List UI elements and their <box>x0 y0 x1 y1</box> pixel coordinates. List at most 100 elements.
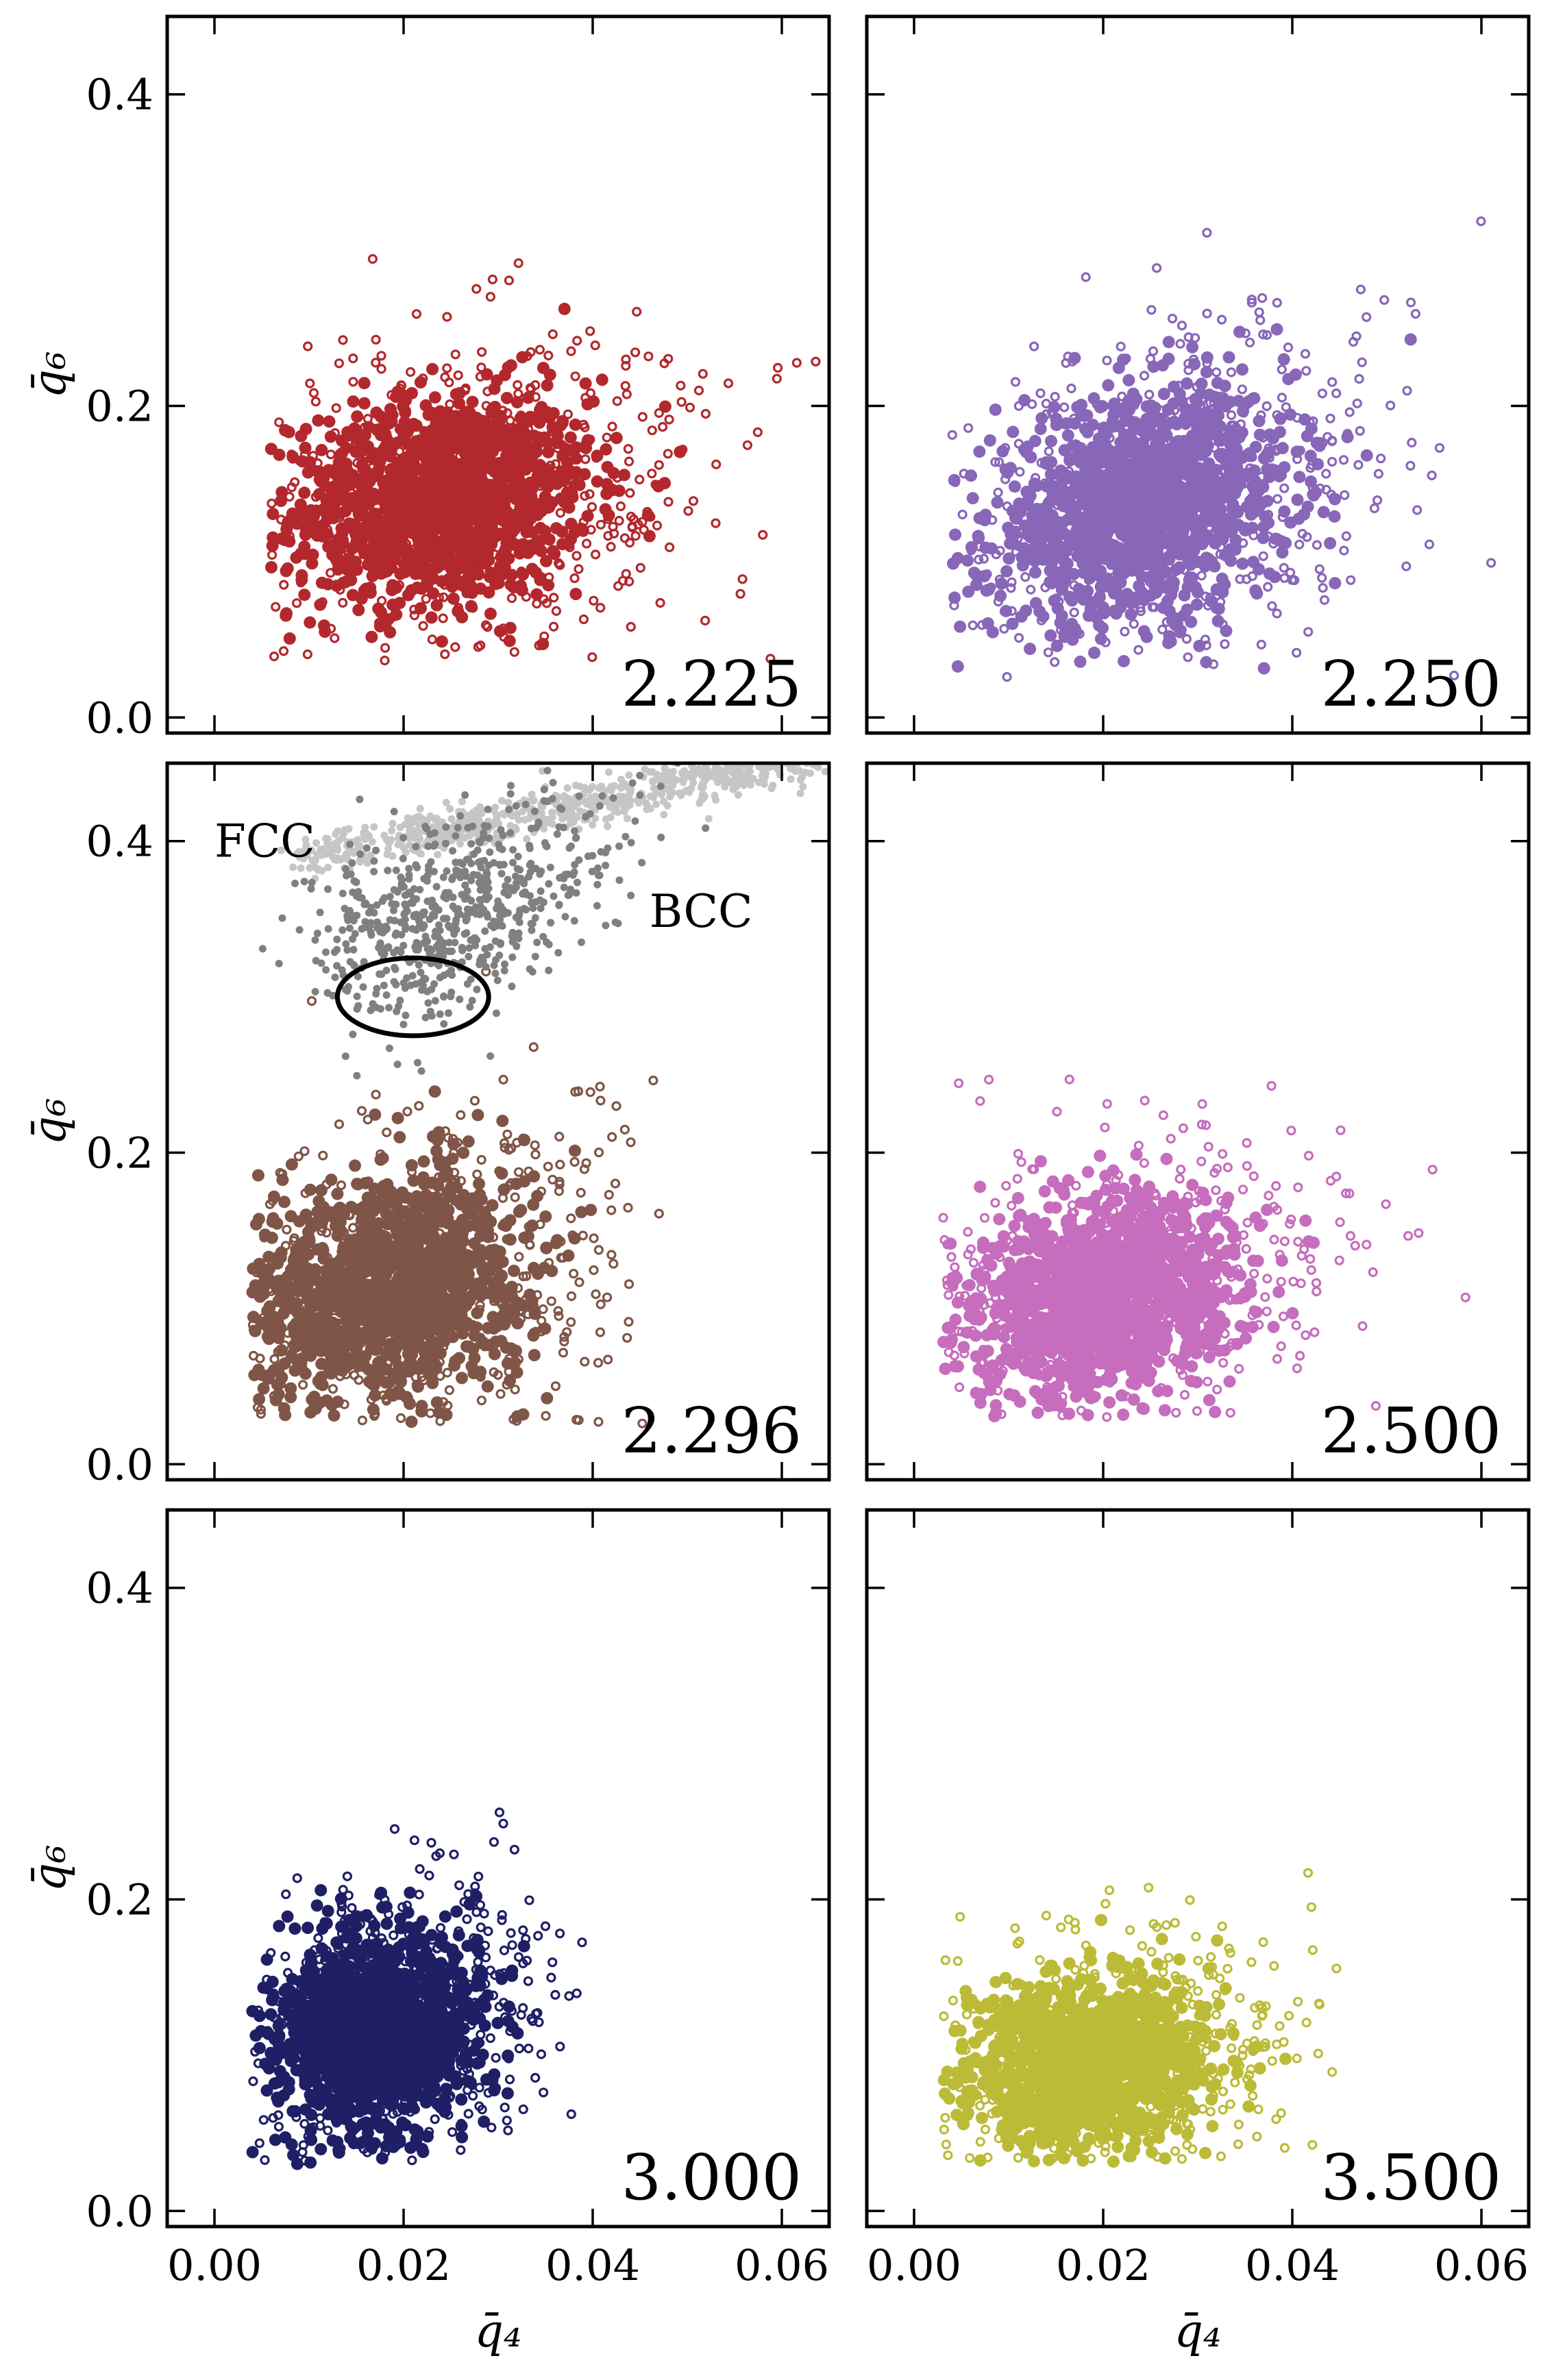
data-point <box>1163 447 1174 457</box>
data-point <box>346 588 359 602</box>
data-point <box>626 1137 636 1148</box>
data-point <box>428 1085 441 1098</box>
data-point <box>602 432 612 443</box>
data-point <box>1157 388 1170 400</box>
data-point <box>1011 525 1021 536</box>
data-point <box>1263 510 1274 520</box>
data-point <box>376 1230 386 1241</box>
data-point <box>325 1297 336 1307</box>
data-point <box>325 1261 338 1274</box>
data-point <box>1181 420 1191 430</box>
data-point <box>306 1297 319 1310</box>
data-point <box>948 591 961 604</box>
data-point <box>1293 471 1306 484</box>
data-point <box>471 514 481 524</box>
data-point <box>375 1149 386 1159</box>
data-point <box>449 1355 462 1367</box>
data-point <box>1292 512 1305 525</box>
data-point <box>1096 621 1109 634</box>
data-point <box>409 1201 422 1214</box>
data-point <box>510 1385 520 1395</box>
data-point <box>280 565 293 578</box>
data-point <box>1402 386 1412 396</box>
data-point <box>635 562 645 573</box>
data-point <box>1069 413 1079 423</box>
data-point <box>428 391 441 404</box>
data-point <box>1074 527 1085 537</box>
data-point <box>607 421 617 432</box>
data-point <box>304 1183 317 1196</box>
data-point <box>525 383 536 393</box>
data-point <box>476 640 486 651</box>
data-point <box>539 594 549 604</box>
data-point <box>376 595 387 606</box>
data-point <box>1176 611 1186 622</box>
data-point <box>508 1414 519 1424</box>
data-point <box>480 1341 490 1352</box>
data-point <box>315 1184 328 1197</box>
data-point <box>949 600 959 610</box>
data-point <box>593 1417 604 1427</box>
data-point <box>527 514 537 524</box>
data-point <box>505 415 515 426</box>
data-point <box>1229 440 1239 450</box>
data-point <box>1272 444 1282 455</box>
y-tick-label: 0.2 <box>86 381 153 431</box>
data-point <box>288 454 298 464</box>
data-point <box>432 1406 445 1419</box>
data-point <box>961 554 974 567</box>
data-point <box>471 284 482 294</box>
data-point <box>1352 398 1362 408</box>
data-point <box>515 475 526 485</box>
data-point <box>1317 388 1328 399</box>
data-point <box>517 518 527 528</box>
data-point <box>304 1344 317 1356</box>
data-point <box>325 568 336 578</box>
data-point <box>1081 593 1094 606</box>
data-point <box>325 1174 338 1187</box>
data-point <box>1146 305 1157 315</box>
data-point <box>338 597 348 608</box>
data-point <box>1192 382 1202 393</box>
data-point <box>1195 377 1208 391</box>
data-point <box>316 504 329 517</box>
data-point <box>415 1263 428 1276</box>
data-point <box>1123 458 1136 471</box>
data-point <box>613 581 624 591</box>
data-point <box>482 386 493 397</box>
data-point <box>438 449 451 462</box>
data-point <box>1102 580 1115 593</box>
data-point <box>1248 530 1259 541</box>
data-point <box>1149 406 1160 417</box>
data-point <box>973 445 986 458</box>
data-point <box>1052 639 1062 649</box>
data-point <box>513 380 523 391</box>
data-point <box>338 460 349 471</box>
data-point <box>1196 571 1207 581</box>
data-point <box>1327 456 1338 467</box>
data-point <box>1307 482 1318 493</box>
data-point <box>358 377 371 390</box>
data-point <box>1013 401 1024 411</box>
data-point <box>1039 518 1052 531</box>
data-point <box>990 457 1000 467</box>
data-point <box>1202 227 1212 238</box>
data-point <box>659 358 669 369</box>
data-point <box>1184 571 1194 582</box>
data-point <box>353 499 363 510</box>
data-point <box>389 1214 402 1227</box>
data-point <box>312 414 325 427</box>
data-point <box>435 510 445 521</box>
data-point <box>1111 406 1124 419</box>
data-point <box>484 488 495 499</box>
data-point <box>962 585 975 598</box>
data-point <box>655 597 665 608</box>
data-point <box>949 528 961 541</box>
data-point <box>547 329 558 339</box>
data-point <box>405 1415 418 1428</box>
data-point <box>475 489 485 499</box>
data-point <box>625 488 635 498</box>
data-point <box>1379 295 1390 305</box>
data-point <box>1000 565 1013 578</box>
data-point <box>1053 480 1064 491</box>
